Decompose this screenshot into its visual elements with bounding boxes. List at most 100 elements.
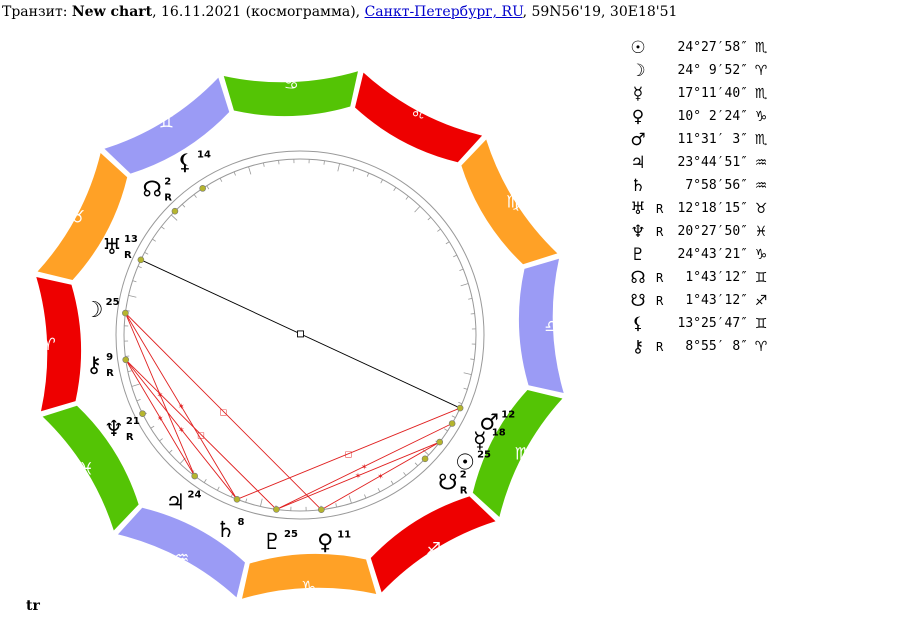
degree-tick bbox=[152, 238, 156, 242]
aspect-line-pluto-sun bbox=[276, 441, 440, 510]
degree-tick bbox=[335, 503, 337, 508]
location-link[interactable]: Санкт-Петербург, RU bbox=[364, 4, 523, 20]
retro-flag: R bbox=[656, 201, 664, 216]
sign-glyph-virgo: ♍ bbox=[506, 192, 521, 212]
degree-tick bbox=[463, 387, 468, 390]
sun-icon: ☉ bbox=[630, 37, 646, 58]
sign-glyph-aquarius: ♒ bbox=[174, 549, 189, 569]
table-row: ♆ R 20°27′50″ ♓ bbox=[620, 220, 774, 243]
north-node-dot bbox=[171, 207, 179, 215]
table-row: ♀ 10° 2′24″ ♑ bbox=[620, 105, 774, 128]
sun-degree-label: 25 bbox=[477, 450, 491, 461]
degree-tick bbox=[245, 498, 248, 503]
table-row: ⚷ R 8°55′ 8″ ♈ bbox=[620, 335, 774, 358]
degree-tick bbox=[366, 172, 370, 177]
degree-tick bbox=[136, 399, 141, 402]
jupiter-degree-label: 24 bbox=[188, 490, 202, 501]
neptune-degree-label: 21 bbox=[126, 416, 140, 427]
sign-icon: ♊ bbox=[754, 315, 768, 332]
degree-tick bbox=[364, 494, 367, 499]
table-row: ♅ R 12°18′15″ ♉ bbox=[620, 197, 774, 220]
aspect-marker: ✶ bbox=[377, 472, 384, 481]
moon-dot bbox=[122, 309, 129, 317]
uranus-degree-label: 13 bbox=[124, 234, 138, 245]
sign-icon: ♑ bbox=[754, 246, 768, 263]
degree-tick bbox=[217, 486, 220, 491]
degree-tick bbox=[470, 358, 475, 360]
lilith-icon: ⚸ bbox=[631, 313, 645, 334]
neptune-icon: ♆ bbox=[104, 417, 124, 442]
table-row: ☿ 17°11′40″ ♏ bbox=[620, 82, 774, 105]
aspect-line-sun-venus bbox=[321, 441, 440, 511]
aspect-marker bbox=[297, 330, 304, 338]
neptune-retro-label: R bbox=[126, 432, 134, 443]
aspect-line-pluto-mercury bbox=[276, 423, 453, 510]
degree-tick bbox=[171, 214, 178, 221]
sun-icon: ☉ bbox=[455, 451, 475, 476]
neptune-icon: ♆ bbox=[630, 221, 646, 242]
table-row: ☊ R 1°43′12″ ♊ bbox=[620, 266, 774, 289]
south-node-icon: ☋ bbox=[438, 470, 458, 495]
sign-segment-aquarius bbox=[117, 507, 245, 598]
chart-details: , 16.11.2021 (космограмма), bbox=[152, 4, 365, 20]
south-node-dot bbox=[421, 455, 429, 463]
degree-tick bbox=[380, 179, 383, 184]
retro-flag: R bbox=[656, 293, 664, 308]
position-value: 24°43′21″ bbox=[677, 247, 748, 262]
sign-icon: ♑ bbox=[754, 108, 768, 125]
degree-tick bbox=[458, 401, 463, 405]
sign-icon: ♏ bbox=[754, 85, 768, 102]
degree-tick bbox=[463, 372, 472, 375]
degree-tick bbox=[323, 160, 325, 165]
degree-tick bbox=[193, 194, 197, 198]
degree-tick bbox=[414, 462, 419, 467]
mars-dot bbox=[456, 404, 464, 412]
sign-segment-leo bbox=[355, 72, 483, 163]
aspect-line-jupiter-chiron bbox=[125, 359, 196, 477]
sign-glyph-gemini: ♊ bbox=[159, 112, 174, 132]
chiron-icon: ⚷ bbox=[631, 336, 645, 357]
mercury-dot bbox=[448, 420, 456, 427]
aspect-marker: ✶ bbox=[355, 472, 362, 481]
venus-icon: ♀ bbox=[631, 106, 645, 127]
sun-dot bbox=[436, 438, 443, 446]
aspect-line-jupiter-moon bbox=[124, 312, 196, 477]
retro-flag: R bbox=[656, 270, 664, 285]
sign-icon: ♓ bbox=[754, 223, 768, 240]
sign-segment-aries bbox=[36, 277, 81, 412]
degree-tick bbox=[159, 438, 163, 442]
degree-tick bbox=[137, 265, 142, 269]
degree-tick bbox=[203, 479, 207, 483]
position-value: 11°31′ 3″ bbox=[677, 132, 748, 147]
sign-glyph-scorpio: ♏ bbox=[515, 444, 530, 464]
uranus-icon: ♅ bbox=[630, 198, 646, 219]
aspect-line-venus-moon bbox=[125, 312, 322, 511]
chiron-retro-label: R bbox=[106, 368, 114, 379]
moon-icon: ☽ bbox=[630, 60, 646, 81]
chiron-degree-label: 9 bbox=[106, 352, 113, 363]
degree-tick bbox=[219, 178, 223, 182]
planet-positions-table: ☉ 24°27′58″ ♏ ☽ 24° 9′52″ ♈ ☿ 17°11′40″ ♏ ♀ 10° 2′… bbox=[620, 36, 774, 358]
uranus-icon: ♅ bbox=[102, 235, 122, 260]
chiron-dot bbox=[122, 356, 130, 364]
degree-tick bbox=[181, 203, 186, 208]
pluto-degree-label: 25 bbox=[284, 529, 298, 540]
lilith-icon: ⚸ bbox=[177, 151, 193, 176]
saturn-degree-label: 8 bbox=[238, 517, 245, 528]
degree-tick bbox=[161, 226, 165, 230]
uranus-dot bbox=[137, 256, 145, 264]
degree-tick bbox=[206, 185, 210, 190]
degree-tick bbox=[414, 206, 421, 213]
retro-flag bbox=[656, 105, 672, 128]
saturn-icon: ♄ bbox=[630, 175, 646, 196]
degree-tick bbox=[445, 241, 450, 245]
degree-tick bbox=[248, 166, 252, 175]
position-value: 13°25′47″ bbox=[677, 316, 748, 331]
degree-tick bbox=[390, 480, 394, 485]
south-node-icon: ☋ bbox=[630, 290, 646, 311]
venus-degree-label: 11 bbox=[337, 529, 351, 540]
table-row: ⚸ 13°25′47″ ♊ bbox=[620, 312, 774, 335]
position-value: 24° 9′52″ bbox=[677, 63, 748, 78]
sign-segment-libra bbox=[519, 258, 564, 393]
sign-glyph-leo: ♌ bbox=[411, 103, 426, 123]
